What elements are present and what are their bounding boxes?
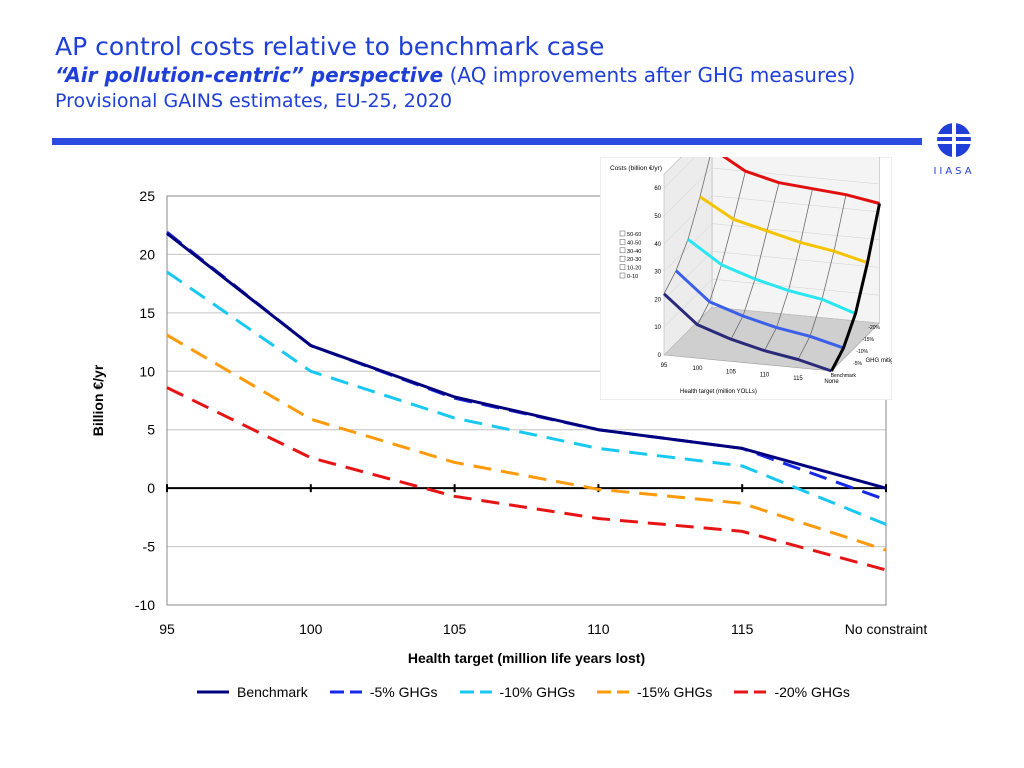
inset-y-tick-label: Benchmark xyxy=(831,373,857,379)
y-tick-label: 5 xyxy=(147,422,155,438)
legend-swatch xyxy=(459,690,492,694)
inset-legend-label: 40-50 xyxy=(627,240,641,246)
x-tick-label: No constraint xyxy=(845,621,928,637)
y-tick-label: -10 xyxy=(135,597,155,613)
inset-legend-swatch xyxy=(619,247,626,254)
x-axis-label: Health target (million life years lost) xyxy=(408,650,645,666)
inset-y-tick-label: -15% xyxy=(862,337,874,343)
slide-subtitle: “Air pollution-centric” perspective (AQ … xyxy=(55,62,855,88)
inset-legend-label: 20-30 xyxy=(627,257,641,263)
legend-item: -10% GHGs xyxy=(458,684,575,700)
series-line xyxy=(166,333,887,552)
legend-label: -10% GHGs xyxy=(499,684,575,700)
inset-y-axis-label: GHG mitigation xyxy=(865,358,892,364)
legend-label: -5% GHGs xyxy=(369,684,438,700)
inset-series-line xyxy=(662,292,832,373)
legend-swatch xyxy=(734,690,767,694)
x-tick-label: 105 xyxy=(443,621,467,637)
inset-title: Costs (billion €/yr) xyxy=(610,165,662,172)
inset-x-axis-label: Health target (million YOLLs) xyxy=(680,389,757,395)
inset-legend-swatch xyxy=(619,230,626,237)
inset-legend-swatch xyxy=(619,239,626,245)
inset-z-tick-label: 40 xyxy=(654,242,661,248)
inset-x-tick-label: None xyxy=(824,379,839,385)
inset-x-tick-label: 110 xyxy=(760,373,770,379)
inset-legend-label: 50-60 xyxy=(627,232,641,238)
inset-y-tick-label: -5% xyxy=(853,361,862,367)
legend-label: -15% GHGs xyxy=(636,684,713,700)
inset-series-line xyxy=(674,269,844,350)
inset-legend-swatch xyxy=(619,264,626,270)
series-line xyxy=(166,386,887,572)
x-tick-label: 100 xyxy=(299,621,323,637)
inset-gridline xyxy=(663,157,696,189)
subtitle-rest: (AQ improvements after GHG measures) xyxy=(449,63,856,87)
x-tick-label: 115 xyxy=(731,621,754,637)
legend-swatch xyxy=(596,690,629,694)
inset-series-line xyxy=(721,157,880,205)
plot-area-border xyxy=(166,195,887,606)
legend-item: -15% GHGs xyxy=(595,684,712,700)
inset-x-tick-label: 95 xyxy=(661,363,668,369)
x-tick-label: 95 xyxy=(159,621,175,637)
inset-z-tick-label: 50 xyxy=(654,214,661,220)
legend-label: Benchmark xyxy=(237,684,308,700)
legend-item: -5% GHGs xyxy=(328,684,438,700)
inset-x-tick-label: 115 xyxy=(793,376,803,382)
inset-z-tick-label: 10 xyxy=(654,325,661,331)
inset-legend-label: 10-20 xyxy=(627,266,641,272)
series-line xyxy=(166,232,887,490)
y-tick-label: 0 xyxy=(147,480,155,496)
inset-edge-line xyxy=(830,203,881,372)
inset-z-tick-label: 60 xyxy=(654,186,661,192)
inset-y-tick-label: -10% xyxy=(856,349,868,355)
legend-swatch xyxy=(329,690,362,694)
series-line xyxy=(166,270,887,526)
x-tick-label: 110 xyxy=(587,621,610,637)
y-tick-label: 20 xyxy=(139,246,155,262)
inset-gridline xyxy=(663,278,880,328)
inset-legend-swatch xyxy=(619,272,626,279)
inset-legend-label: 0-10 xyxy=(627,274,638,280)
inset-legend-swatch xyxy=(619,255,626,262)
inset-legend-label: 30-40 xyxy=(627,249,641,255)
inset-series-line xyxy=(699,195,868,265)
inset-gridline xyxy=(663,195,880,244)
slide-title-block: AP control costs relative to benchmark c… xyxy=(55,32,855,114)
y-tick-label: 10 xyxy=(139,363,155,379)
y-tick-label: 25 xyxy=(139,188,155,204)
legend-label: -20% GHGs xyxy=(774,684,850,700)
slide-source-note: Provisional GAINS estimates, EU-25, 2020 xyxy=(55,90,453,112)
inset-z-tick-label: 0 xyxy=(658,353,662,359)
chart-legend: Benchmark -5% GHGs -10% GHGs -15% GHGs -20% … xyxy=(195,684,850,700)
inset-x-tick-label: 105 xyxy=(726,369,737,375)
inset-gridline xyxy=(663,167,880,217)
legend-item: Benchmark xyxy=(195,684,308,700)
inset-gridline xyxy=(663,223,880,272)
y-tick-label: 15 xyxy=(139,305,155,321)
inset-series-line xyxy=(687,238,857,315)
title-divider xyxy=(52,138,922,145)
slide-title: AP control costs relative to benchmark c… xyxy=(55,32,605,61)
logo-text: IIASA xyxy=(933,166,974,177)
iiasa-logo: IIASA xyxy=(933,123,974,177)
y-axis-label: Billion €/yr xyxy=(90,364,106,436)
inset-x-tick-label: 100 xyxy=(692,366,703,372)
inset-gridline xyxy=(663,251,880,300)
subtitle-emphasis: “Air pollution-centric” perspective xyxy=(55,63,444,87)
legend-item: -20% GHGs xyxy=(732,684,850,700)
inset-y-tick-label: -20% xyxy=(868,325,880,331)
legend-swatch xyxy=(197,690,229,694)
inset-3d-chart: Costs (billion €/yr)60504030201009510010… xyxy=(600,157,892,400)
inset-z-tick-label: 20 xyxy=(654,297,661,303)
y-tick-label: -5 xyxy=(143,539,156,555)
inset-z-tick-label: 30 xyxy=(654,270,661,276)
